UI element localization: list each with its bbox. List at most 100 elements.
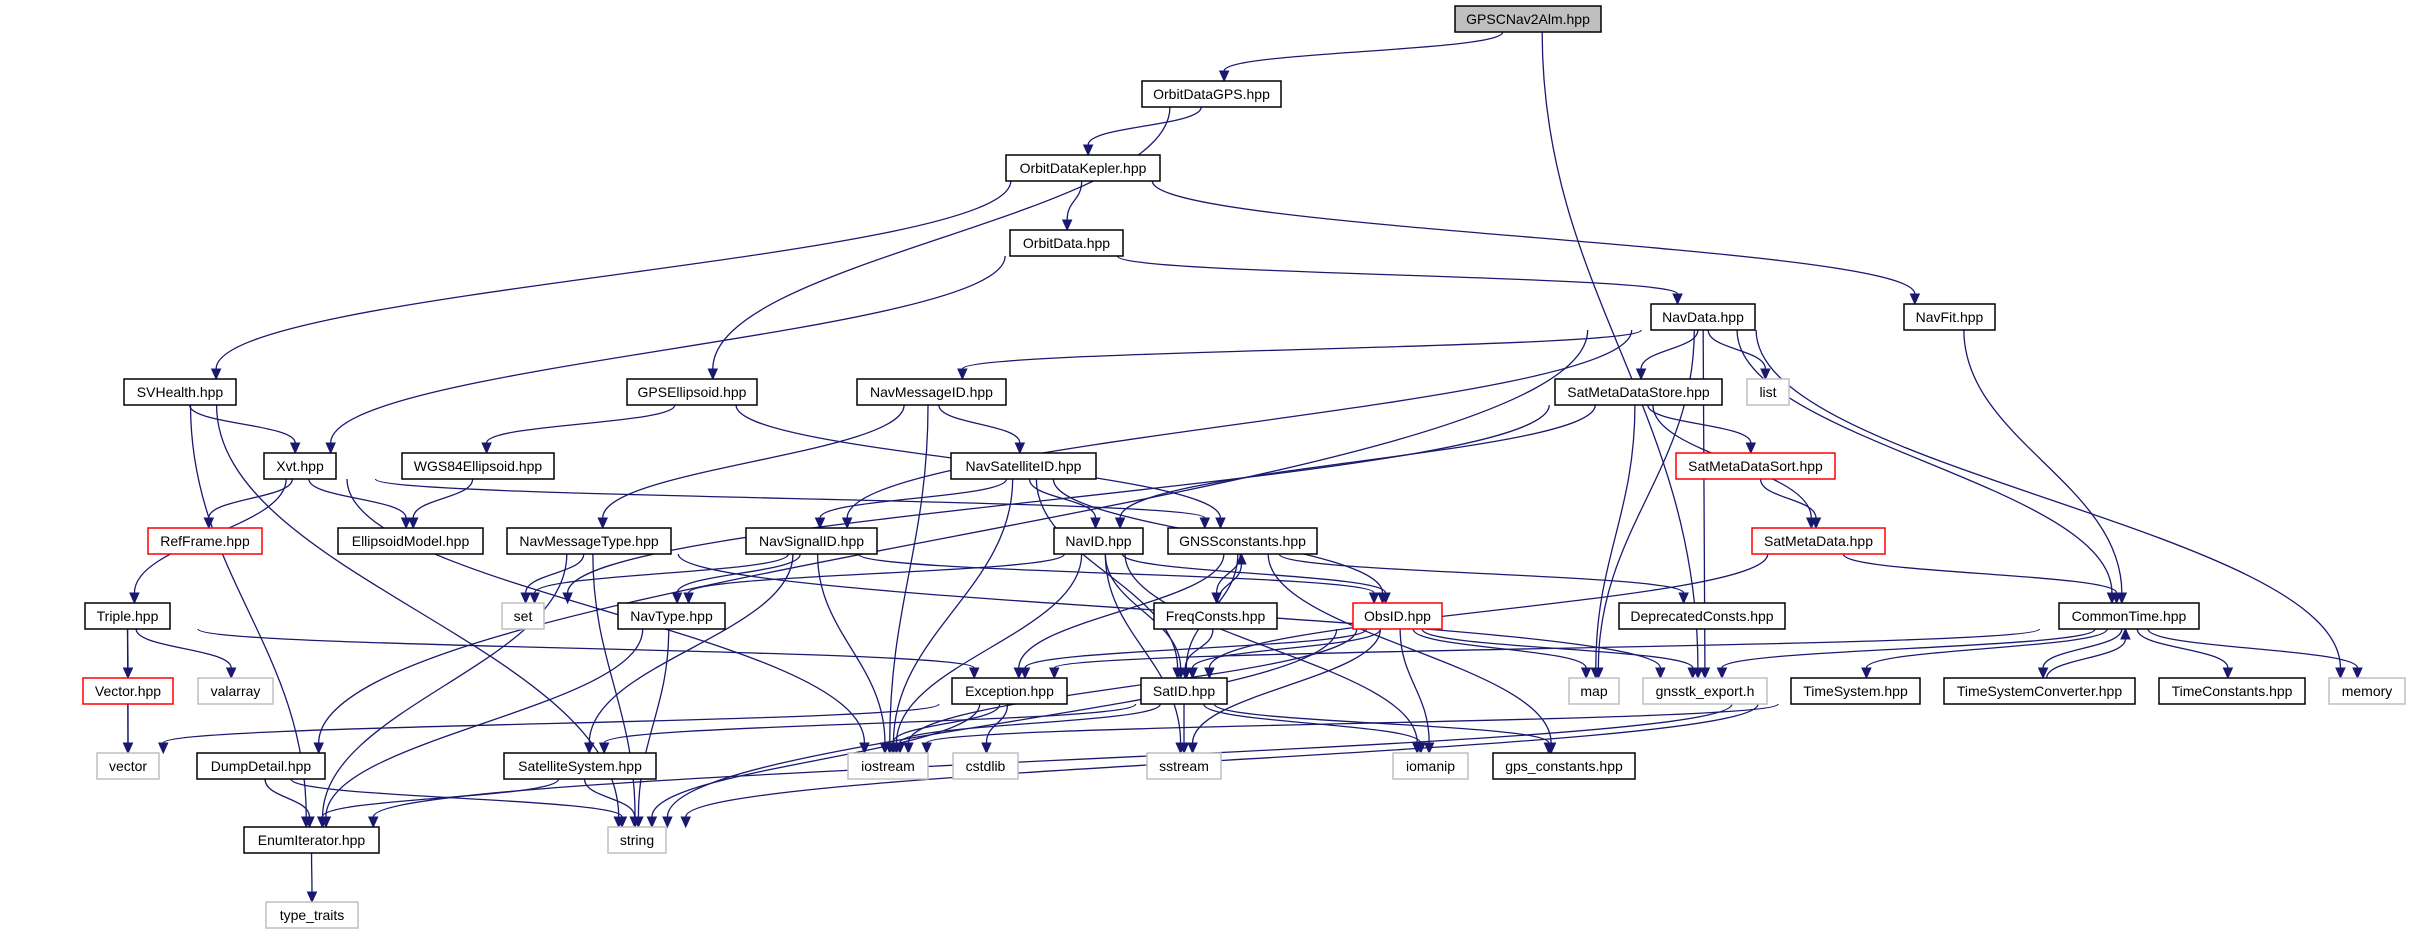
edge-line — [1755, 329, 2342, 669]
node-set[interactable]: set — [501, 602, 545, 630]
node-navid[interactable]: NavID.hpp — [1053, 527, 1144, 555]
edge-timesystem-to-iostream — [921, 703, 1779, 755]
node-ellipsoidmodel[interactable]: EllipsoidModel.hpp — [337, 527, 484, 555]
node-navsignalid[interactable]: NavSignalID.hpp — [745, 527, 878, 555]
node-map[interactable]: map — [1568, 677, 1620, 705]
node-navmessageid[interactable]: NavMessageID.hpp — [856, 378, 1007, 406]
edge-line — [2042, 628, 2123, 669]
node-satellitesystem[interactable]: SatelliteSystem.hpp — [503, 752, 657, 780]
node-triple[interactable]: Triple.hpp — [84, 602, 171, 630]
node-box — [745, 527, 878, 555]
arrowhead-icon — [1699, 667, 1711, 680]
edge-navdata-to-satmetadatastore — [1635, 329, 1699, 381]
node-memory[interactable]: memory — [2328, 677, 2406, 705]
arrowhead-icon — [306, 891, 318, 904]
node-satmetadata[interactable]: SatMetaData.hpp — [1751, 527, 1886, 555]
node-sstream[interactable]: sstream — [1146, 752, 1222, 780]
node-vector[interactable]: vector — [96, 752, 160, 780]
edge-navsignalid-to-set — [529, 553, 790, 605]
node-satmetadatasort[interactable]: SatMetaDataSort.hpp — [1675, 452, 1836, 480]
node-box — [197, 677, 274, 705]
edge-line — [1191, 628, 1382, 669]
node-label: SatMetaDataStore.hpp — [1567, 384, 1710, 400]
node-gpsellipsoid[interactable]: GPSEllipsoid.hpp — [626, 378, 758, 406]
node-string[interactable]: string — [607, 826, 667, 854]
node-gnssconstants[interactable]: GNSSconstants.hpp — [1167, 527, 1318, 555]
node-navtype[interactable]: NavType.hpp — [617, 602, 726, 630]
node-label: EnumIterator.hpp — [258, 832, 366, 848]
edge-line — [1267, 553, 1552, 744]
edge-commontime-to-memory — [2147, 628, 2363, 680]
node-dumpdetail[interactable]: DumpDetail.hpp — [196, 752, 326, 780]
node-navmessagetype[interactable]: NavMessageType.hpp — [506, 527, 672, 555]
edge-line — [1595, 404, 1636, 669]
node-navdata[interactable]: NavData.hpp — [1650, 303, 1756, 331]
edge-orbitdatakepler-to-svhealth — [210, 180, 1012, 381]
edge-line — [637, 628, 670, 818]
node-enumiterator[interactable]: EnumIterator.hpp — [243, 826, 380, 854]
node-list[interactable]: list — [1746, 378, 1790, 406]
node-label: valarray — [211, 683, 261, 699]
node-gpscnav2alm[interactable]: GPSCNav2Alm.hpp — [1454, 5, 1602, 33]
edge-line — [816, 553, 886, 744]
edge-line — [1223, 31, 1504, 72]
node-iostream[interactable]: iostream — [847, 752, 929, 780]
arrowhead-icon — [1187, 742, 1198, 755]
node-wgs84ellipsoid[interactable]: WGS84Ellipsoid.hpp — [401, 452, 555, 480]
node-refframe[interactable]: RefFrame.hpp — [147, 527, 263, 555]
node-obsid[interactable]: ObsID.hpp — [1352, 602, 1443, 630]
edge-line — [290, 778, 623, 818]
arrowhead-icon — [2037, 667, 2049, 680]
node-satmetadatastore[interactable]: SatMetaDataStore.hpp — [1554, 378, 1723, 406]
node-label: gps_constants.hpp — [1505, 758, 1623, 774]
node-label: map — [1580, 683, 1607, 699]
edge-line — [666, 628, 1338, 818]
arrowhead-icon — [707, 368, 719, 381]
edge-navmessageid-to-navmessagetype — [597, 404, 905, 530]
node-gps-constants[interactable]: gps_constants.hpp — [1492, 752, 1636, 780]
edge-line — [308, 478, 407, 519]
edge-navdata-to-list — [1707, 329, 1771, 381]
edge-line — [857, 553, 1375, 594]
arrowhead-icon — [325, 442, 336, 455]
node-label: NavType.hpp — [630, 608, 713, 624]
edge-line — [1121, 553, 1387, 594]
node-box — [1650, 303, 1756, 331]
edge-line — [1124, 553, 1418, 744]
node-deprecatedconsts[interactable]: DeprecatedConsts.hpp — [1618, 602, 1786, 630]
node-xvt[interactable]: Xvt.hpp — [263, 452, 337, 480]
edge-exception-to-string — [646, 703, 981, 829]
node-navfit[interactable]: NavFit.hpp — [1903, 303, 1996, 331]
node-cstdlib[interactable]: cstdlib — [952, 752, 1019, 780]
node-iomanip[interactable]: iomanip — [1392, 752, 1469, 780]
arrowhead-icon — [583, 742, 595, 755]
edge-line — [892, 478, 1014, 744]
arrowhead-icon — [407, 517, 419, 530]
node-orbitdatagps[interactable]: OrbitDataGPS.hpp — [1141, 80, 1282, 108]
node-box — [1140, 677, 1228, 705]
node-vector[interactable]: Vector.hpp — [82, 677, 174, 705]
node-svhealth[interactable]: SVHealth.hpp — [123, 378, 237, 406]
node-satid[interactable]: SatID.hpp — [1140, 677, 1228, 705]
edge-line — [325, 628, 644, 818]
node-valarray[interactable]: valarray — [197, 677, 274, 705]
node-navsatelliteid[interactable]: NavSatelliteID.hpp — [950, 452, 1097, 480]
edge-line — [1119, 404, 1596, 519]
edge-obsid-to-exception — [1019, 628, 1368, 680]
edge-commontime-to-timesystem — [1861, 628, 2108, 680]
node-exception[interactable]: Exception.hpp — [951, 677, 1068, 705]
node-orbitdata[interactable]: OrbitData.hpp — [1009, 229, 1124, 257]
edge-dumpdetail-to-string — [290, 778, 628, 829]
node-gnsstk-export[interactable]: gnsstk_export.h — [1642, 677, 1768, 705]
edge-line — [1104, 553, 1182, 744]
node-timeconstants[interactable]: TimeConstants.hpp — [2158, 677, 2306, 705]
node-commontime[interactable]: CommonTime.hpp — [2058, 602, 2200, 630]
node-label: Exception.hpp — [965, 683, 1054, 699]
node-orbitdatakepler[interactable]: OrbitDataKepler.hpp — [1005, 154, 1161, 182]
node-timesystem[interactable]: TimeSystem.hpp — [1790, 677, 1921, 705]
node-timesystemconverter[interactable]: TimeSystemConverter.hpp — [1943, 677, 2136, 705]
node-type-traits[interactable]: type_traits — [265, 901, 359, 929]
node-freqconsts[interactable]: FreqConsts.hpp — [1153, 602, 1278, 630]
arrowhead-icon — [597, 517, 608, 530]
